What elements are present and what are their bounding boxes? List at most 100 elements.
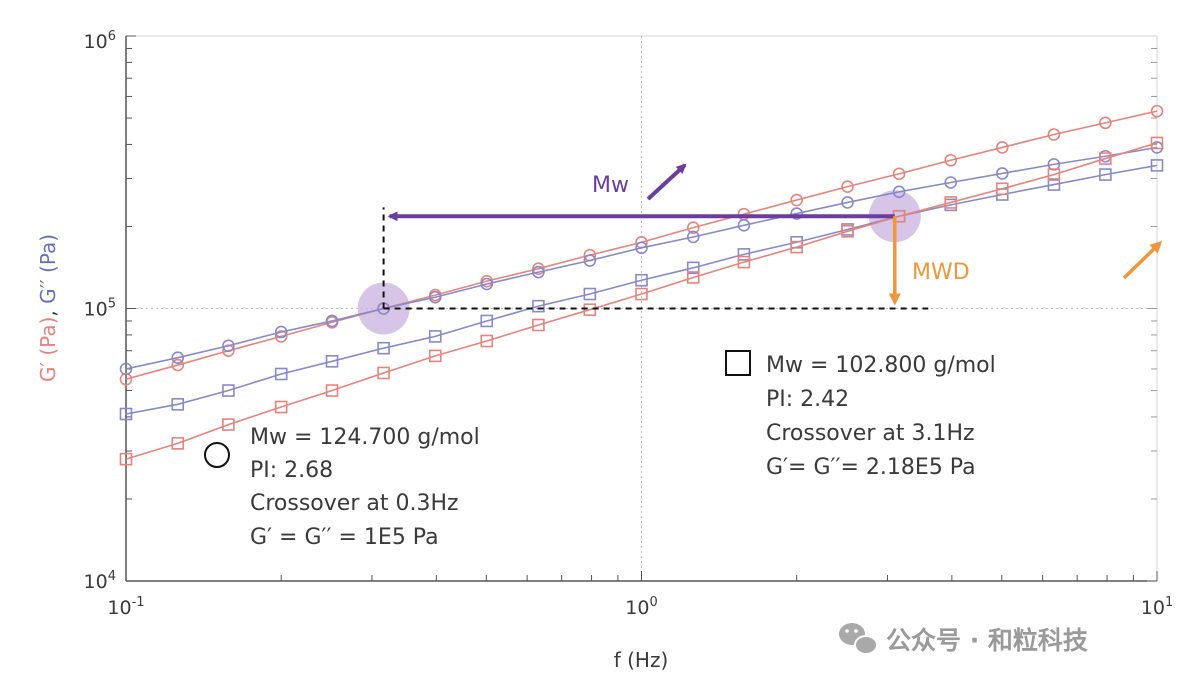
sample-a-pi: PI: 2.68 [250, 458, 333, 483]
data-point-2-3 [274, 367, 288, 381]
sample-a-modulus: G′ = G′′ = 1E5 Pa [250, 525, 439, 550]
sample-b-square-icon [725, 350, 751, 376]
y-tick-label-1-base: 10 [84, 299, 108, 321]
wechat-icon [839, 623, 878, 655]
data-point-2-10 [635, 273, 648, 287]
x-tick-label-1: 100 [625, 595, 657, 619]
sample-b-modulus: G′= G′′= 2.18E5 Pa [766, 455, 976, 480]
arrows [387, 211, 901, 306]
data-point-0-8 [532, 262, 545, 275]
data-point-1-7 [480, 277, 494, 291]
data-point-1-12 [737, 218, 751, 232]
series-3 [119, 136, 1164, 466]
mw-arrow-label: Mw [592, 173, 629, 198]
data-point-2-11 [686, 261, 700, 275]
data-point-0-18 [1047, 128, 1061, 141]
y-tick-label-2-base: 10 [84, 31, 108, 53]
y-tick-label-2-exp: 6 [108, 29, 116, 44]
x-tick-label-2-exp: 1 [1165, 595, 1173, 610]
data-point-3-3 [274, 400, 288, 414]
data-point-1-6 [428, 290, 442, 304]
y-tick-label-1: 105 [84, 297, 116, 321]
data-point-2-19 [1099, 168, 1112, 181]
data-point-3-11 [686, 271, 700, 284]
y-tick-label-0-exp: 4 [108, 569, 116, 584]
data-point-0-15 [892, 167, 906, 181]
series-2 [119, 159, 1164, 421]
x-axis-title: f (Hz) [614, 648, 669, 672]
data-point-1-4 [325, 314, 339, 328]
data-point-2-12 [737, 248, 751, 261]
y-tick-label-2: 106 [84, 29, 116, 53]
y-tick-label-0-base: 10 [84, 571, 108, 593]
sample-a-circle-icon [204, 442, 230, 468]
y-axis-title-sep: , [36, 304, 60, 317]
data-point-3-18 [1047, 168, 1061, 181]
data-point-3-10 [635, 287, 648, 301]
mwd-trend-arrow [1122, 240, 1163, 280]
data-point-0-19 [1099, 116, 1112, 130]
data-point-1-16 [944, 176, 958, 189]
data-point-0-3 [274, 330, 288, 343]
series-line-1 [125, 146, 1158, 370]
data-point-2-5 [377, 341, 390, 355]
sample-b-mw: Mw = 102.800 g/mol [766, 353, 996, 378]
data-point-2-1 [171, 398, 185, 411]
y-axis-title-gdoubleprime: G′′ (Pa) [36, 234, 60, 304]
series-line-2 [125, 164, 1158, 415]
y-axis-title: G′ (Pa), G′′ (Pa) [36, 234, 60, 382]
data-point-2-6 [428, 330, 442, 343]
x-tick-label-0: 10-1 [107, 595, 144, 619]
data-point-2-2 [222, 384, 235, 397]
guide-lines [382, 207, 929, 310]
data-point-3-5 [377, 366, 390, 380]
data-point-3-1 [171, 437, 185, 450]
sample-a-mw: Mw = 124.700 g/mol [250, 425, 480, 450]
data-point-3-0 [119, 452, 133, 466]
annotation-sample-b: Mw = 102.800 g/mol PI: 2.42 Crossover at… [725, 350, 996, 480]
sample-b-pi: PI: 2.42 [766, 387, 849, 412]
sample-a-crossover: Crossover at 0.3Hz [250, 491, 459, 516]
data-point-0-11 [686, 221, 700, 234]
y-tick-label-0: 104 [84, 569, 116, 593]
x-tick-label-2: 101 [1141, 595, 1173, 619]
data-series [119, 104, 1164, 466]
data-point-3-12 [737, 255, 751, 269]
series-line-3 [125, 142, 1158, 460]
data-point-2-7 [480, 314, 494, 328]
data-point-1-0 [119, 362, 133, 376]
x-tick-label-1-base: 10 [625, 597, 649, 619]
data-point-1-13 [790, 207, 803, 220]
sample-b-crossover: Crossover at 3.1Hz [766, 421, 975, 446]
mwd-arrow-label: MWD [912, 260, 970, 285]
data-point-3-4 [325, 384, 339, 397]
data-point-3-14 [841, 225, 854, 238]
data-point-1-3 [274, 325, 288, 339]
axis-ticks [125, 35, 1158, 582]
data-point-3-16 [944, 196, 958, 209]
data-point-1-9 [583, 254, 597, 267]
data-point-3-9 [583, 303, 597, 316]
data-point-0-13 [790, 193, 803, 207]
data-point-0-1 [171, 358, 185, 372]
x-tick-label-1-exp: 0 [649, 595, 657, 610]
data-point-3-19 [1099, 152, 1112, 165]
data-point-3-6 [428, 349, 442, 363]
data-point-2-0 [119, 407, 133, 421]
data-point-1-2 [222, 339, 235, 353]
watermark: 公众号 · 和粒科技 [839, 623, 1088, 655]
data-point-2-18 [1047, 178, 1061, 191]
data-point-1-10 [635, 241, 648, 255]
data-point-1-8 [532, 265, 545, 279]
data-point-1-17 [995, 167, 1009, 180]
data-point-3-13 [790, 240, 803, 254]
annotation-sample-a: Mw = 124.700 g/mol PI: 2.68 Crossover at… [204, 425, 480, 550]
data-point-1-11 [686, 230, 700, 244]
data-point-3-2 [222, 418, 235, 431]
x-tick-label-0-exp: -1 [132, 595, 145, 610]
data-point-3-17 [995, 182, 1009, 196]
data-point-0-20 [1150, 104, 1164, 118]
y-tick-label-1-exp: 5 [108, 297, 116, 312]
data-point-2-9 [583, 287, 597, 301]
